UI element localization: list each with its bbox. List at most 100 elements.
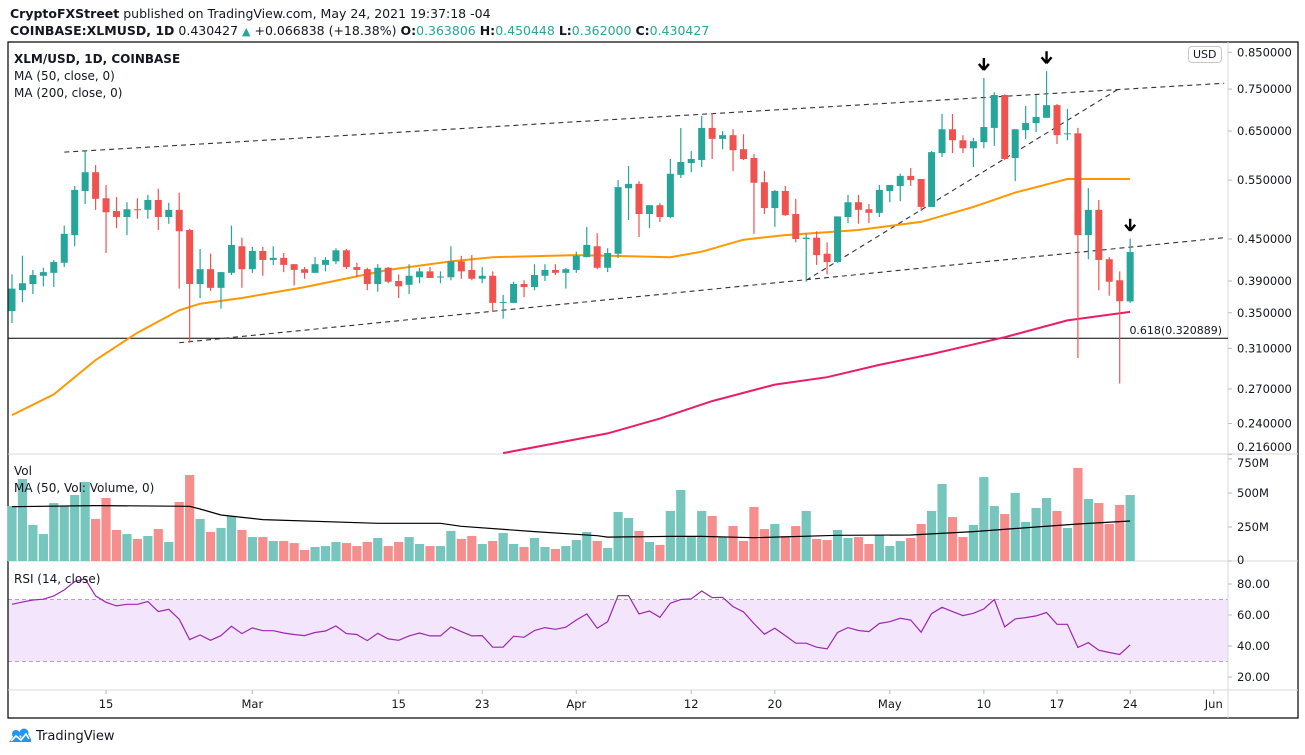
volume-bar (759, 529, 769, 561)
candle-body (353, 267, 361, 270)
candle-body (656, 205, 664, 218)
candle-body (781, 190, 789, 216)
published-text: published on TradingView.com, May 24, 20… (123, 6, 491, 21)
volume-bar (279, 541, 289, 561)
candle-body (280, 257, 288, 265)
publisher-name[interactable]: CryptoFXStreet (10, 6, 120, 21)
candle-body (896, 175, 904, 187)
candle-body (363, 269, 371, 285)
candle-body (113, 211, 120, 218)
volume-axis-label: 750M (1237, 456, 1269, 470)
candle-body (238, 246, 246, 270)
volume-legend-ma: MA (50, Vol: Volume, 0) (14, 481, 155, 495)
time-axis-label: May (878, 697, 902, 711)
volume-bar (362, 541, 372, 561)
price-axis-label: 0.270000 (1237, 382, 1292, 396)
candle-body (792, 214, 800, 239)
volume-bar (1031, 507, 1041, 561)
volume-axis-label: 500M (1237, 486, 1269, 500)
currency-badge[interactable]: USD (1188, 46, 1222, 63)
volume-bar (226, 515, 237, 561)
candle-body (436, 276, 444, 278)
candle-body (583, 244, 591, 258)
ma200-line (502, 310, 1131, 454)
candle-body (154, 199, 162, 218)
high-label: H: (479, 23, 496, 38)
candle-body (980, 127, 988, 143)
candle-body (227, 244, 235, 273)
volume-bar (728, 526, 738, 561)
candle-body (959, 140, 967, 149)
candle-body (457, 261, 465, 272)
volume-bar (927, 510, 937, 561)
candle-body (395, 281, 403, 287)
candle-body (750, 158, 758, 183)
volume-bar (205, 532, 216, 561)
candle-body (938, 129, 946, 154)
volume-bar (1094, 503, 1104, 561)
candle-body (572, 255, 580, 270)
candle-body (990, 95, 998, 128)
time-axis-label: 24 (1123, 697, 1138, 711)
volume-bar (509, 543, 519, 561)
candle-body (541, 269, 549, 276)
candle-body (248, 250, 256, 270)
volume-bar (1115, 504, 1125, 561)
candle-body (907, 175, 915, 181)
low-value: 0.362000 (571, 23, 632, 38)
volume-bar (968, 524, 978, 561)
candle-body (1063, 133, 1071, 135)
volume-bar (812, 538, 822, 561)
time-axis-label: 15 (391, 697, 406, 711)
price-change: +0.066838 (+18.38%) (254, 23, 397, 38)
volume-bar (446, 530, 456, 561)
volume-bar (592, 541, 602, 561)
candle-body (269, 257, 277, 260)
volume-bar (676, 489, 686, 561)
volume-bar (895, 541, 905, 561)
candle-body (1043, 105, 1051, 118)
volume-bar (519, 546, 529, 561)
candle-body (510, 284, 518, 303)
volume-bar (749, 506, 759, 561)
candle-body (729, 135, 737, 151)
candle-body (834, 216, 842, 263)
price-axis-label: 0.550000 (1237, 173, 1292, 187)
candle-body (60, 233, 68, 263)
volume-bar (1083, 498, 1093, 561)
volume-bar (832, 529, 843, 561)
candle-body (290, 264, 298, 270)
candle-body (8, 288, 16, 312)
rsi-legend-title: RSI (14, close) (14, 572, 101, 586)
time-axis-label: Jun (1204, 697, 1223, 711)
candle-body (854, 202, 862, 210)
candle-body (311, 264, 319, 273)
volume-bar (498, 532, 508, 561)
footer-brand[interactable]: TradingView (8, 728, 115, 744)
volume-bar (770, 523, 780, 561)
volume-bar (310, 546, 320, 561)
volume-bar (655, 544, 665, 561)
symbol-info: COINBASE:XLMUSD, 1D 0.430427 ▲ +0.066838… (10, 23, 709, 38)
legend-ma50: MA (50, close, 0) (14, 69, 115, 83)
candle-body (1105, 259, 1113, 282)
volume-bar (1104, 523, 1114, 561)
volume-bar (623, 518, 634, 561)
candle-body (645, 205, 653, 215)
candle-body (499, 302, 507, 304)
volume-bar (738, 541, 749, 561)
time-axis-label: 12 (684, 697, 699, 711)
candle-body (196, 269, 204, 285)
volume-bar (686, 535, 696, 561)
volume-bar (864, 543, 874, 561)
candle-body (1001, 95, 1009, 160)
volume-bar (320, 546, 331, 561)
time-axis-label: Apr (566, 697, 586, 711)
candle-body (844, 202, 852, 218)
candle-body (165, 209, 173, 218)
volume-bar (571, 540, 581, 561)
candle-body (489, 275, 497, 303)
price-legend: XLM/USD, 1D, COINBASE MA (50, close, 0) … (14, 51, 180, 102)
candle-body (92, 172, 100, 199)
